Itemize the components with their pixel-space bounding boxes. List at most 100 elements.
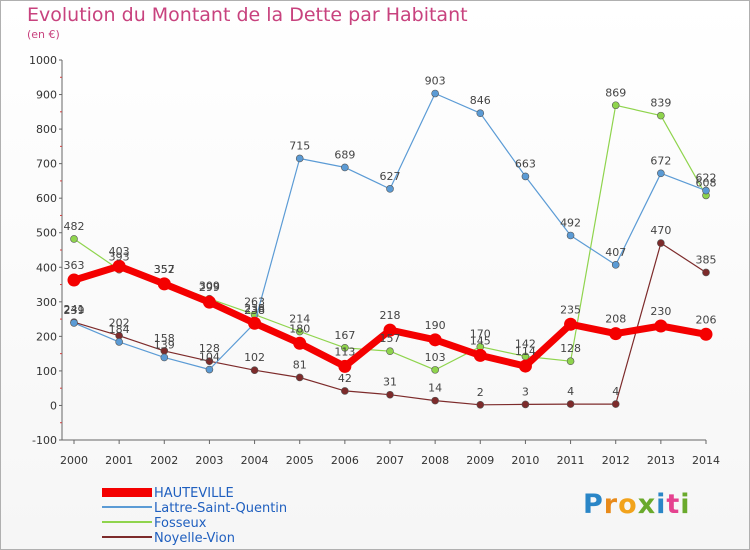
y-tick-label: 800 [36,123,57,136]
series-layer [67,89,713,409]
data-label: 142 [515,337,536,350]
data-label: 403 [109,245,130,258]
data-label: 482 [64,220,85,233]
data-label: 157 [380,332,401,345]
legend-swatch [102,506,152,508]
y-tick-label: 900 [36,89,57,102]
data-label: 239 [64,304,85,317]
data-label: 202 [109,317,130,330]
data-point [70,319,78,327]
data-point [70,235,78,243]
y-tick-label: 700 [36,158,57,171]
data-label: 145 [470,334,491,347]
data-label: 31 [383,376,397,389]
data-label: 2 [477,386,484,399]
data-point [476,109,485,117]
legend-label: Fosseux [154,516,207,531]
data-point [341,387,349,395]
data-point [295,373,304,382]
data-label: 689 [334,148,355,161]
logo-letter: i [656,489,667,520]
x-tick-label: 2004 [241,454,269,467]
logo-letter: t [666,489,681,520]
data-label: 104 [199,351,220,364]
legend: HAUTEVILLELattre-Saint-QuentinFosseuxNoy… [102,486,287,546]
data-label: 208 [605,313,626,326]
x-tick-label: 2013 [647,454,675,467]
data-label: 238 [244,304,265,317]
data-label: 622 [696,172,717,185]
data-label: 235 [560,303,581,316]
data-point [295,154,304,163]
data-label: 113 [334,345,355,358]
data-label: 180 [289,322,310,335]
x-tick-label: 2003 [195,454,223,467]
x-tick-label: 2001 [105,454,133,467]
data-point [654,319,668,333]
data-point [521,172,530,181]
data-point [518,359,532,373]
data-point [205,365,214,374]
data-label: 4 [612,385,619,398]
data-point [473,348,487,362]
data-label: 672 [650,154,671,167]
data-point [115,338,123,346]
x-tick-label: 2005 [286,454,314,467]
y-tick-label: 0 [50,399,57,412]
data-point [566,357,575,366]
x-tick-label: 2007 [376,454,404,467]
data-label: 393 [109,251,130,264]
y-tick-label: 600 [36,192,57,205]
data-label: 263 [244,296,265,309]
data-point [205,357,214,366]
x-tick-label: 2010 [511,454,539,467]
data-label: 869 [605,86,626,99]
data-label: 128 [199,342,220,355]
data-label: 139 [154,338,175,351]
x-tick-label: 2000 [60,454,88,467]
x-tick-label: 2009 [466,454,494,467]
data-point [383,323,397,337]
data-point [386,347,394,356]
logo-letter: i [680,489,691,520]
x-tick-label: 2008 [421,454,449,467]
data-label: 903 [425,75,446,88]
axes: -100 0 100 200 300 400 500 600 700 800 900 1000 2000… [29,54,720,467]
x-tick-label: 2012 [602,454,630,467]
data-point [699,327,713,341]
data-point [112,259,126,273]
data-label: 206 [696,313,717,326]
y-tick-label: 400 [36,261,57,274]
data-label: 103 [425,351,446,364]
data-point [293,336,307,350]
data-label: 230 [650,305,671,318]
data-label: 102 [244,351,265,364]
data-point [702,186,710,195]
data-label: 238 [244,302,265,315]
data-label: 214 [289,313,310,326]
data-point [431,396,439,405]
data-point [386,390,394,399]
y-tick-label: 1000 [29,54,57,67]
data-point [295,327,304,336]
legend-label: Lattre-Saint-Quentin [154,501,287,516]
data-point [67,273,81,287]
legend-label: HAUTEVILLE [154,486,234,501]
data-label: 385 [696,253,717,266]
data-label: 352 [154,263,175,276]
legend-swatch [102,536,152,538]
data-label: 470 [650,224,671,237]
logo-letter: P [583,489,604,520]
x-tick-label: 2011 [557,454,585,467]
data-label: 42 [338,372,352,385]
legend-label: Noyelle-Vion [154,531,235,546]
y-tick-label: 200 [36,330,57,343]
data-label: 241 [64,303,85,316]
data-label: 218 [380,309,401,322]
unit-label: (en €) [27,28,60,41]
data-labels: 363 403 352 299 238 180 113 218 190 145 114 235 208 2… [64,75,717,399]
data-label: 128 [560,342,581,355]
data-point [431,366,439,374]
data-label: 167 [334,329,355,342]
data-label: 492 [560,216,581,229]
